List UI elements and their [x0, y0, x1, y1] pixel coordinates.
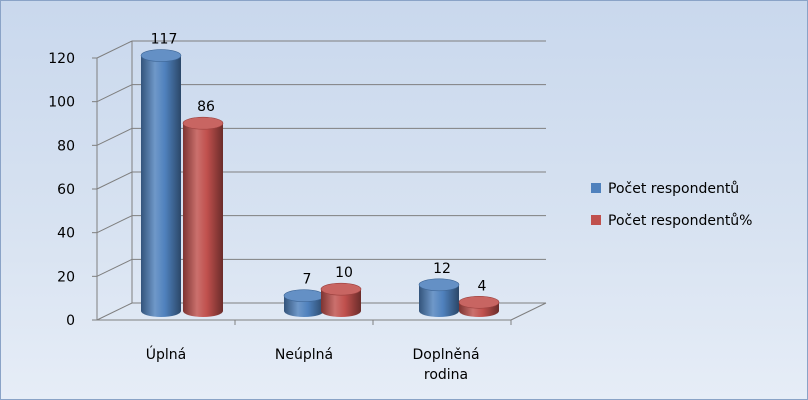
bar-respondents-percent: [458, 295, 500, 317]
x-category-label: rodina: [424, 367, 468, 383]
y-tick-label: 120: [48, 51, 75, 67]
legend-swatch: [591, 183, 601, 193]
bar-body: [321, 289, 361, 317]
data-labels: 117 86 7 10 12 4: [151, 32, 487, 295]
y-tick-label: 80: [57, 138, 75, 154]
data-label: 10: [335, 265, 353, 281]
gridline-side: [96, 127, 133, 146]
bar-body: [183, 123, 223, 317]
gridline-side: [96, 171, 133, 190]
bars: [140, 49, 500, 318]
bar-respondents: [283, 289, 325, 317]
bar-top: [320, 282, 362, 296]
y-tick-label: 40: [57, 226, 75, 242]
gridline-side: [96, 40, 133, 59]
legend-label: Počet respondentů: [608, 181, 739, 197]
bar-top: [418, 278, 460, 292]
bar-respondents-percent: [320, 282, 362, 317]
bar-body: [419, 284, 459, 317]
y-tick-label: 20: [57, 269, 75, 285]
legend-swatch: [591, 215, 601, 225]
y-tick-label: 100: [48, 95, 75, 111]
bar-top: [458, 295, 500, 309]
x-category-label: Neúplná: [275, 347, 333, 363]
bar-top: [140, 49, 182, 62]
x-category-label: Úplná: [146, 345, 186, 363]
gridline-side: [96, 302, 133, 321]
gridline-side: [96, 258, 133, 277]
bar-body: [141, 55, 181, 318]
y-tick-label: 60: [57, 182, 75, 198]
data-label: 7: [303, 272, 312, 288]
gridline-side: [96, 84, 133, 103]
data-label: 86: [197, 99, 215, 115]
legend: Počet respondentů Počet respondentů%: [591, 181, 752, 229]
x-category-label: Doplněná: [412, 347, 479, 363]
gridline-side: [96, 215, 133, 234]
bar-top: [283, 289, 325, 303]
data-label: 12: [433, 261, 451, 277]
data-label: 4: [478, 278, 487, 294]
y-tick-label: 0: [66, 313, 75, 329]
legend-label: Počet respondentů%: [608, 213, 752, 229]
bar-top: [182, 116, 224, 130]
bar-respondents-percent: [182, 116, 224, 317]
bar-respondents: [418, 278, 460, 317]
data-label: 117: [151, 32, 178, 48]
bar-respondents: [140, 49, 182, 318]
floor-right-edge: [510, 302, 547, 321]
